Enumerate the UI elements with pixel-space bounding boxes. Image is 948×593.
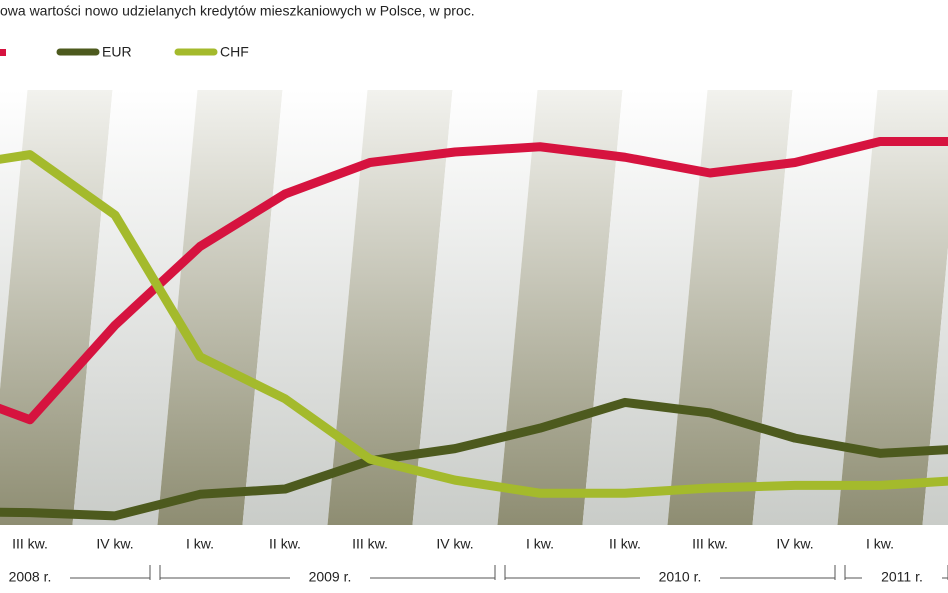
x-tick-label: IV kw. bbox=[96, 536, 133, 552]
legend-swatch bbox=[0, 49, 6, 56]
band bbox=[922, 247, 948, 525]
series-line bbox=[0, 137, 948, 425]
band bbox=[582, 90, 708, 525]
x-tick-label: IV kw. bbox=[436, 536, 473, 552]
x-tick-label: I kw. bbox=[186, 536, 214, 552]
band bbox=[327, 90, 453, 525]
plot-area bbox=[0, 137, 948, 521]
x-tick-label: I kw. bbox=[866, 536, 894, 552]
x-tick-label: IV kw. bbox=[776, 536, 813, 552]
x-tick-label: II kw. bbox=[269, 536, 301, 552]
x-tick-label: III kw. bbox=[692, 536, 728, 552]
year-label: 2009 r. bbox=[309, 569, 352, 585]
band bbox=[157, 90, 283, 525]
band bbox=[837, 90, 948, 525]
series-line bbox=[0, 397, 948, 521]
legend-label: CHF bbox=[220, 44, 249, 60]
x-tick-label: III kw. bbox=[12, 536, 48, 552]
band bbox=[667, 90, 793, 525]
band bbox=[752, 90, 878, 525]
x-tick-label: I kw. bbox=[526, 536, 554, 552]
chart-title: owa wartości nowo udzielanych kredytów m… bbox=[0, 3, 475, 19]
band bbox=[412, 90, 538, 525]
x-tick-label: III kw. bbox=[352, 536, 388, 552]
series-line bbox=[0, 150, 948, 498]
year-label: 2008 r. bbox=[9, 569, 52, 585]
legend-label: EUR bbox=[102, 44, 132, 60]
year-label: 2010 r. bbox=[659, 569, 702, 585]
x-tick-label: II kw. bbox=[609, 536, 641, 552]
year-label: 2011 r. bbox=[881, 569, 923, 585]
